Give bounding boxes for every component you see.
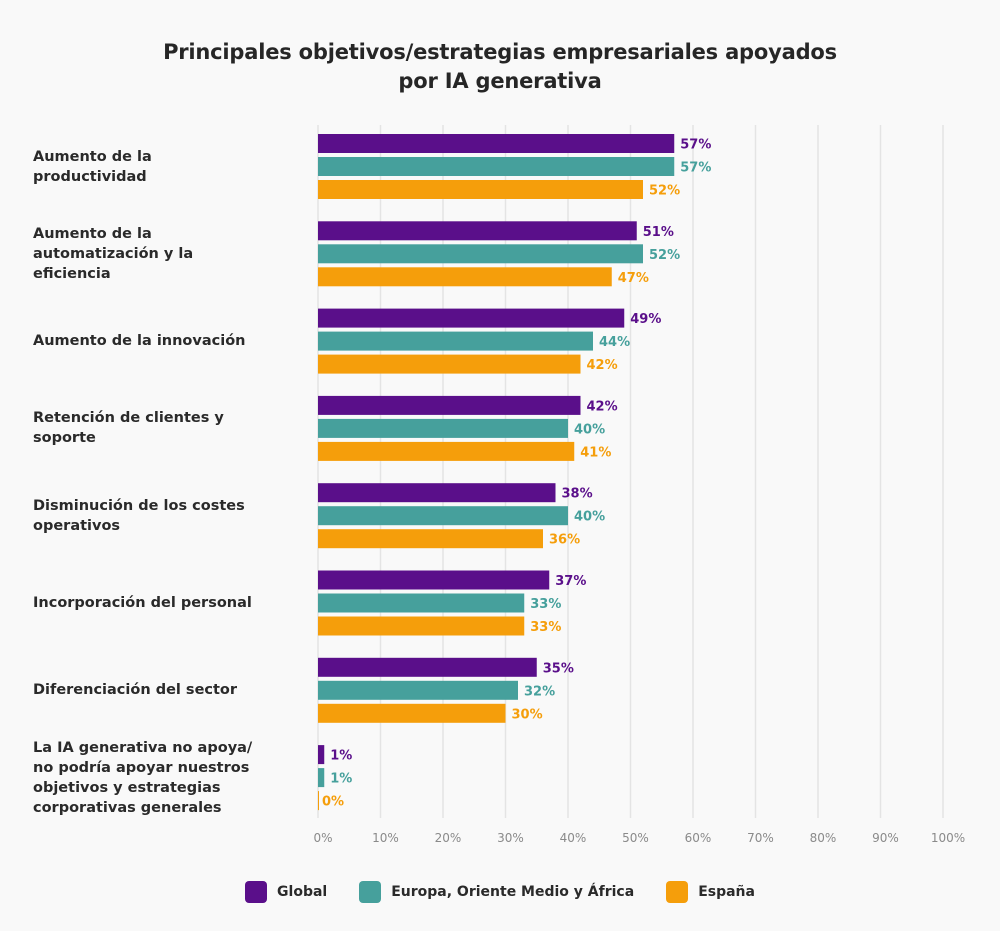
bar [318, 395, 581, 415]
bar [318, 483, 556, 503]
data-label: 0% [322, 795, 344, 810]
legend-swatch [245, 881, 268, 903]
data-label: 33% [530, 620, 561, 635]
category-label-line: no podría apoyar nuestros [33, 759, 250, 776]
x-tick-label: 80% [810, 831, 837, 845]
bar [318, 418, 568, 438]
category-label-line: La IA generativa no apoya/ [33, 739, 253, 756]
x-tick-label: 40% [560, 831, 587, 845]
data-label: 44% [599, 335, 630, 350]
category-label-line: Retención de clientes y [33, 410, 224, 427]
data-label: 37% [555, 574, 586, 589]
category-label: Aumento de la productividad [33, 147, 303, 187]
category-label-line: Incorporación del personal [33, 595, 252, 611]
data-label: 38% [562, 487, 593, 502]
category-label: Retención de clientes y soporte [33, 408, 303, 448]
category-label: Disminución de los costes operativos [33, 496, 303, 536]
data-label: 52% [649, 184, 680, 199]
bar [318, 331, 593, 351]
bar [318, 570, 550, 590]
category-label-line: soporte [33, 430, 96, 447]
bar [318, 267, 612, 287]
bar [318, 616, 525, 636]
x-tick-label: 90% [872, 831, 899, 845]
data-label: 40% [574, 510, 605, 525]
category-label-line: eficiencia [33, 265, 111, 282]
data-label: 51% [643, 225, 674, 240]
bar [318, 221, 637, 241]
data-label: 57% [680, 161, 711, 176]
category-label-line: Aumento de la innovación [33, 333, 246, 350]
category-label: Incorporación del personal [33, 593, 303, 613]
data-label: 40% [574, 422, 605, 437]
bar [318, 745, 325, 765]
legend-swatch [666, 881, 689, 903]
data-label: 57% [680, 138, 711, 153]
bar [318, 506, 568, 526]
data-label: 52% [649, 248, 680, 263]
x-tick-label: 60% [685, 831, 712, 845]
legend-item: Global [245, 881, 327, 903]
data-label: 1% [330, 749, 352, 764]
category-label-line: objetivos y estrategias [33, 779, 221, 796]
category-label-line: automatización y la [33, 245, 194, 262]
x-tick-label: 100% [931, 831, 965, 845]
data-label: 41% [580, 445, 611, 460]
legend-item: Europa, Oriente Medio y África [359, 881, 634, 903]
category-label: Aumento de la innovación [33, 331, 303, 351]
legend-swatch [359, 881, 382, 903]
bar [318, 593, 525, 613]
legend-item: España [666, 881, 755, 903]
category-label-line: Disminución de los costes [33, 497, 245, 514]
category-label-line: Aumento de la [33, 225, 152, 242]
x-tick-label: 70% [747, 831, 774, 845]
data-label: 35% [543, 661, 574, 676]
data-label: 32% [524, 684, 555, 699]
data-label: 36% [549, 533, 580, 548]
legend-label: Global [277, 884, 328, 900]
bar [318, 703, 506, 723]
legend-label: España [698, 884, 755, 900]
x-tick-label: 30% [497, 831, 524, 845]
x-tick-label: 50% [622, 831, 649, 845]
bar [318, 180, 643, 199]
bar [318, 157, 675, 176]
bar [318, 680, 518, 700]
bar [318, 529, 543, 549]
data-label: 33% [530, 597, 561, 612]
legend: Global Europa, Oriente Medio y África Espa… [0, 881, 1000, 903]
category-label: La IA generativa no apoya/no podría apoy… [33, 738, 303, 818]
data-label: 42% [587, 358, 618, 373]
x-tick-label: 0% [313, 831, 332, 845]
chart-title-line-2: por IA generativa [398, 69, 602, 93]
category-label-line: operativos [33, 517, 121, 534]
x-tick-label: 10% [372, 831, 399, 845]
x-tick-label: 20% [435, 831, 462, 845]
bar [318, 768, 325, 788]
bar [318, 244, 643, 264]
category-label-line: Diferenciación del sector [33, 682, 238, 699]
bar [318, 354, 581, 374]
chart-title: Principales objetivos/estrategias empres… [0, 38, 1000, 96]
category-label: Aumento de la automatización y la eficienc… [33, 224, 303, 284]
data-label: 1% [330, 772, 352, 787]
data-label: 47% [618, 271, 649, 286]
category-label-line: corporativas generales [33, 799, 222, 816]
bar [318, 308, 625, 328]
bar [318, 791, 319, 811]
bar [318, 134, 675, 153]
bar [318, 657, 537, 677]
data-label: 30% [512, 707, 543, 722]
data-label: 49% [630, 312, 661, 327]
category-label-line: Aumento de la [33, 148, 152, 165]
legend-label: Europa, Oriente Medio y África [391, 884, 635, 900]
chart-title-line-1: Principales objetivos/estrategias empres… [163, 40, 837, 64]
data-label: 42% [587, 399, 618, 414]
category-label-line: productividad [33, 168, 147, 185]
category-label: Diferenciación del sector [33, 680, 303, 700]
bar [318, 441, 575, 461]
